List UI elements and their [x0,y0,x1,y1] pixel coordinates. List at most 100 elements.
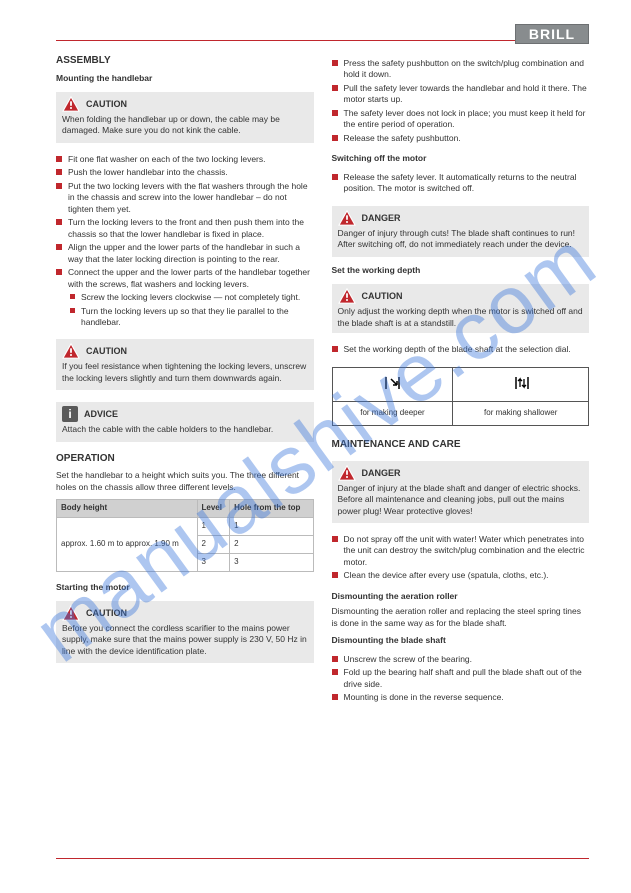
table-row [332,367,589,402]
table-cell: 3 [230,553,313,571]
warning-icon [338,210,356,226]
brand-badge: BRILL [515,24,589,44]
caution-callout-1: CAUTION When folding the handlebar up or… [56,92,314,143]
dismount-roller-heading: Dismounting the aeration roller [332,591,590,602]
callout-title: CAUTION [86,345,127,357]
callout-body: Attach the cable with the cable holders … [62,424,308,435]
warning-icon [338,465,356,481]
switch-off-bullets: Release the safety lever. It automatical… [332,170,590,197]
table-cell-icon [453,367,589,402]
bullet-icon [56,244,62,250]
up-down-arrows-icon [508,374,534,392]
list-item: Turn the locking levers to the front and… [56,217,314,240]
list-item: Mounting is done in the reverse sequence… [332,692,590,703]
assembly-heading: ASSEMBLY [56,54,314,68]
table-row: for making deeper for making shallower [332,402,589,426]
bullet-text: Mounting is done in the reverse sequence… [344,692,504,703]
dismount-blade-heading: Dismounting the blade shaft [332,635,590,646]
list-item: Align the upper and the lower parts of t… [56,242,314,265]
bullet-icon [56,169,62,175]
caution-callout-3: CAUTION Before you connect the cordless … [56,601,314,663]
bullet-text: Do not spray off the unit with water! Wa… [344,534,590,568]
working-depth-heading: Set the working depth [332,265,590,276]
content-columns: ASSEMBLY Mounting the handlebar CAUTION … [56,50,589,853]
callout-body: When folding the handlebar up or down, t… [62,114,308,137]
callout-title: CAUTION [86,607,127,619]
bullet-text: Turn the locking levers up so that they … [81,306,314,329]
start-bullets: Press the safety pushbutton on the switc… [332,56,590,146]
callout-title: CAUTION [362,290,403,302]
table-cell: 2 [197,535,230,553]
assembly-bullets: Fit one flat washer on each of the two l… [56,152,314,331]
wd-bullets: Set the working depth of the blade shaft… [332,342,590,357]
table-cell: 1 [197,518,230,536]
advice-callout: i ADVICE Attach the cable with the cable… [56,402,314,441]
bullet-text: Turn the locking levers to the front and… [68,217,314,240]
bullet-icon [332,174,338,180]
bullet-icon [332,572,338,578]
height-table: Body height Level Hole from the top appr… [56,499,314,571]
callout-body: Danger of injury at the blade shaft and … [338,483,584,517]
list-item: Unscrew the screw of the bearing. [332,654,590,665]
bullet-icon [70,294,75,299]
bottom-rule [56,858,589,859]
bullet-icon [332,346,338,352]
maint-bullets: Do not spray off the unit with water! Wa… [332,532,590,584]
right-column: Press the safety pushbutton on the switc… [332,50,590,853]
blade-bullets: Unscrew the screw of the bearing. Fold u… [332,652,590,706]
bullet-text: Screw the locking levers clockwise — not… [81,292,300,303]
table-cell: 2 [230,535,313,553]
danger-callout-1: DANGER Danger of injury through cuts! Th… [332,206,590,257]
list-item: Fit one flat washer on each of the two l… [56,154,314,165]
table-cell: for making deeper [332,402,453,426]
bullet-text: Press the safety pushbutton on the switc… [344,58,590,81]
bullet-icon [332,536,338,542]
callout-body: Only adjust the working depth when the m… [338,306,584,329]
bullet-icon [70,308,75,313]
list-item: Connect the upper and the lower parts of… [56,267,314,290]
bullet-text: Put the two locking levers with the flat… [68,181,314,215]
table-cell: 3 [197,553,230,571]
warning-icon [62,605,80,621]
callout-body: If you feel resistance when tightening t… [62,361,308,384]
list-item: Do not spray off the unit with water! Wa… [332,534,590,568]
list-item: Push the lower handlebar into the chassi… [56,167,314,178]
bullet-icon [56,269,62,275]
depth-direction-table: for making deeper for making shallower [332,367,590,427]
bullet-text: Fit one flat washer on each of the two l… [68,154,266,165]
callout-body: Before you connect the cordless scarifie… [62,623,308,657]
left-column: ASSEMBLY Mounting the handlebar CAUTION … [56,50,314,853]
bullet-text: Set the working depth of the blade shaft… [344,344,571,355]
info-icon: i [62,406,78,422]
bullet-text: Fold up the bearing half shaft and pull … [344,667,590,690]
bullet-icon [332,85,338,91]
bullet-text: The safety lever does not lock in place;… [344,108,590,131]
operation-heading: OPERATION [56,452,314,466]
callout-title: CAUTION [86,98,127,110]
list-item: Release the safety pushbutton. [332,133,590,144]
bullet-icon [56,183,62,189]
dismount-roller-para: Dismounting the aeration roller and repl… [332,606,590,629]
table-cell-icon [332,367,453,402]
height-para: Set the handlebar to a height which suit… [56,470,314,493]
bullet-icon [332,60,338,66]
bullet-icon [332,656,338,662]
assembly-subheading: Mounting the handlebar [56,73,314,84]
list-item: Set the working depth of the blade shaft… [332,344,590,355]
callout-title: DANGER [362,467,401,479]
bullet-icon [56,156,62,162]
bullet-text: Release the safety pushbutton. [344,133,461,144]
table-cell: approx. 1.60 m to approx. 1.90 m [57,518,198,571]
start-motor-heading: Starting the motor [56,582,314,593]
bullet-icon [332,694,338,700]
list-item: Clean the device after every use (spatul… [332,570,590,581]
list-item: Pull the safety lever towards the handle… [332,83,590,106]
table-row: Body height Level Hole from the top [57,500,314,518]
bullet-text: Push the lower handlebar into the chassi… [68,167,228,178]
callout-title: ADVICE [84,408,118,420]
bullet-text: Release the safety lever. It automatical… [344,172,590,195]
callout-body: Danger of injury through cuts! The blade… [338,228,584,251]
bullet-text: Unscrew the screw of the bearing. [344,654,473,665]
bullet-icon [332,669,338,675]
caution-wd-callout: CAUTION Only adjust the working depth wh… [332,284,590,333]
